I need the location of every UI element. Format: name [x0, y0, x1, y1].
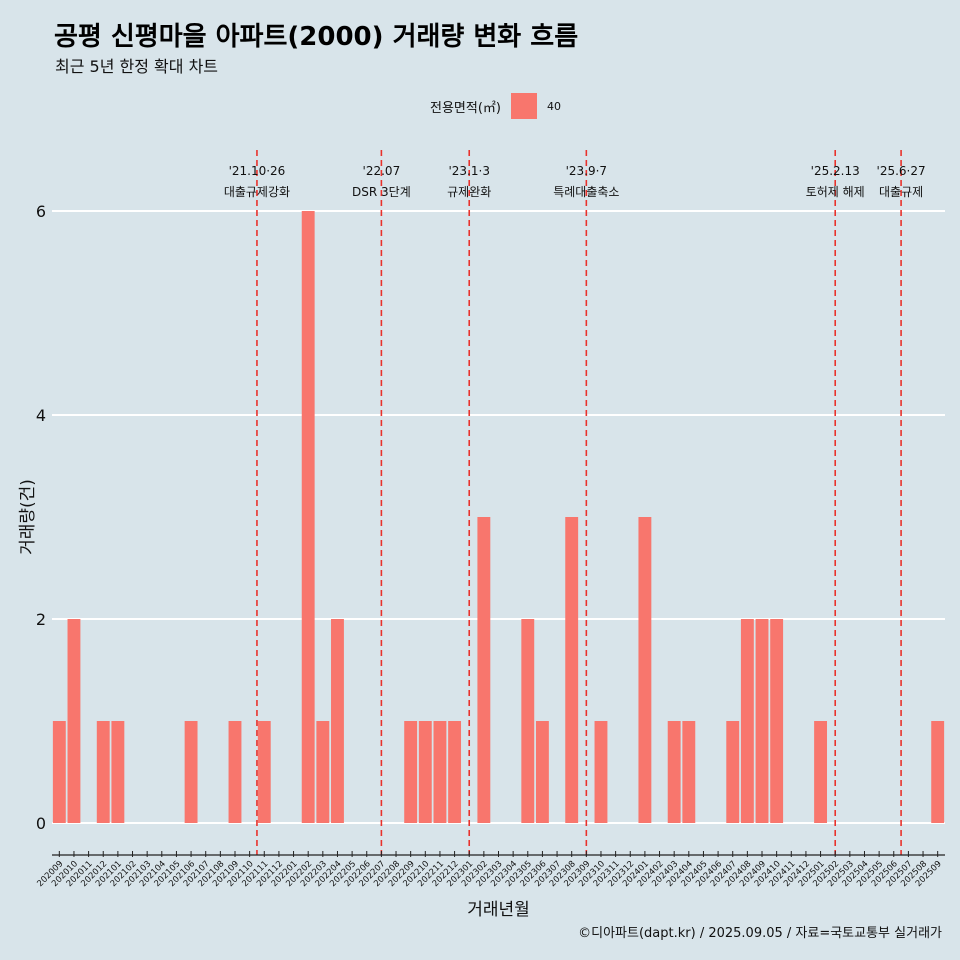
- bar-202106: [184, 721, 198, 823]
- event-date-label: '22.07: [363, 164, 401, 178]
- event-name-label: DSR 3단계: [352, 185, 411, 199]
- legend-label: 40: [546, 99, 561, 113]
- bar-202210: [418, 721, 432, 823]
- y-tick-label: 2: [36, 610, 46, 629]
- bars: [52, 211, 945, 823]
- bar-202212: [448, 721, 462, 823]
- bar-202202: [301, 211, 315, 823]
- legend: 전용면적(㎡) 40: [430, 93, 561, 119]
- event-date-label: '21.10·26: [229, 164, 286, 178]
- bar-202109: [228, 721, 242, 823]
- bar-202203: [316, 721, 330, 823]
- bar-202409: [755, 619, 769, 823]
- bar-202302: [477, 517, 491, 823]
- y-axis-title: 거래량(건): [18, 479, 38, 555]
- event-name-label: 토허제 해제: [806, 185, 865, 199]
- grid-lines: [52, 210, 945, 824]
- x-axis-title: 거래년월: [467, 900, 530, 920]
- bar-202209: [404, 721, 418, 823]
- bar-202501: [814, 721, 828, 823]
- event-date-label: '25.2.13: [811, 164, 860, 178]
- event-name-label: 대출규제: [879, 185, 923, 199]
- y-tick-label: 0: [36, 814, 46, 833]
- bar-202310: [594, 721, 608, 823]
- bar-202101: [111, 721, 125, 823]
- bar-202211: [433, 721, 447, 823]
- event-name-label: 대출규제강화: [224, 185, 290, 199]
- bar-202401: [638, 517, 652, 823]
- event-date-label: '23.1·3: [448, 164, 489, 178]
- bar-202010: [67, 619, 81, 823]
- bar-202509: [931, 721, 945, 823]
- event-date-label: '23.9·7: [566, 164, 607, 178]
- event-markers: '21.10·26 대출규제강화 '22.07 DSR 3단계 '23.1·3 규제완화 '…: [224, 150, 926, 855]
- event-date-label: '25.6·27: [877, 164, 926, 178]
- bar-202404: [682, 721, 696, 823]
- bar-202111: [257, 721, 271, 823]
- source-caption: ©디아파트(dapt.kr) / 2025.09.05 / 자료=국토교통부 실…: [578, 926, 942, 941]
- bar-202403: [667, 721, 681, 823]
- bar-202009: [52, 721, 66, 823]
- bar-202408: [740, 619, 754, 823]
- bar-202410: [770, 619, 784, 823]
- bar-202407: [726, 721, 740, 823]
- y-tick-label: 6: [36, 202, 46, 221]
- bar-202305: [521, 619, 535, 823]
- chart-subtitle: 최근 5년 한정 확대 차트: [55, 57, 219, 76]
- legend-key-swatch: [510, 93, 537, 119]
- event-name-label: 규제완화: [447, 185, 491, 199]
- bar-202306: [535, 721, 549, 823]
- legend-title: 전용면적(㎡): [430, 100, 501, 116]
- bar-202308: [565, 517, 579, 823]
- y-tick-label: 4: [36, 406, 46, 425]
- bar-202012: [96, 721, 110, 823]
- bar-202204: [331, 619, 344, 823]
- event-name-label: 특례대출축소: [553, 185, 619, 199]
- chart-title: 공평 신평마을 아파트(2000) 거래량 변화 흐름: [54, 22, 579, 52]
